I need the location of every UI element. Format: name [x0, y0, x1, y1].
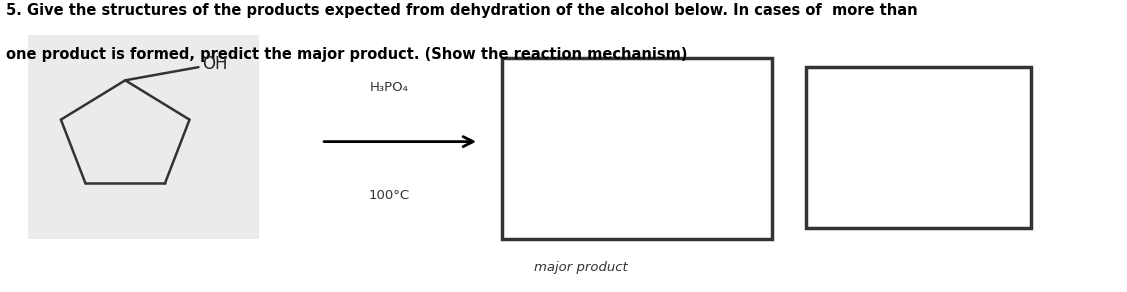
Bar [806, 67, 1031, 228]
Bar [502, 58, 772, 239]
Text: 5. Give the structures of the products expected from dehydration of the alcohol : 5. Give the structures of the products e… [6, 3, 917, 18]
Text: one product is formed, predict the major product. (Show the reaction mechanism): one product is formed, predict the major… [6, 47, 687, 62]
Text: 100°C: 100°C [369, 189, 409, 202]
Text: H₃PO₄: H₃PO₄ [370, 81, 408, 94]
Text: OH: OH [202, 55, 228, 73]
Bar [28, 35, 259, 239]
Text: major product: major product [533, 261, 628, 274]
